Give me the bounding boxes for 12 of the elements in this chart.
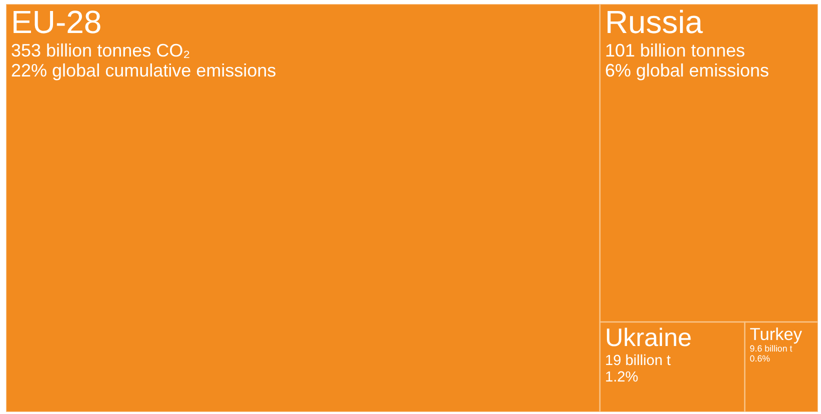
category-label: Russia (604, 4, 703, 40)
data-label: 9.6 billion t (750, 344, 793, 354)
category-label: Ukraine (604, 324, 692, 352)
text: 1.2% (604, 369, 638, 386)
data-label: 353 billion tonnes CO₂ (11, 40, 190, 61)
text: 0.6% (750, 353, 770, 364)
data-label: 19 billion t (604, 353, 671, 370)
text: 22% global cumulative emissions (11, 60, 276, 80)
data-label: 101 billion tonnes (604, 40, 746, 61)
text: 6% global emissions (604, 60, 770, 80)
category-label: EU-28 (11, 4, 102, 40)
category-label: Turkey (750, 324, 802, 344)
